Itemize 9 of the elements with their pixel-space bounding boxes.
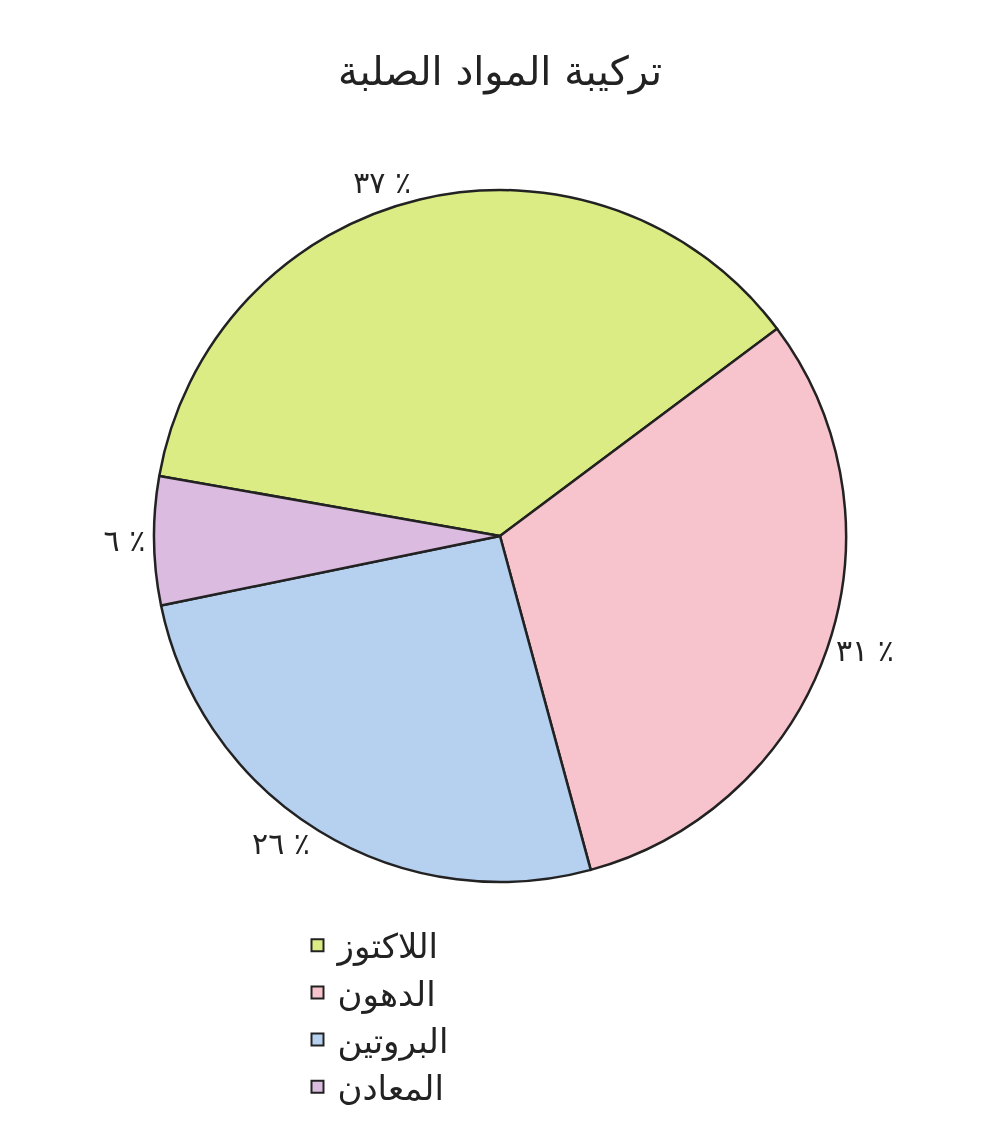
- data-label: ٣١ ٪: [835, 633, 894, 668]
- chart-title: تركيبة المواد الصلبة: [337, 48, 663, 96]
- legend-label: المعادن: [337, 1068, 444, 1109]
- data-label: ٦ ٪: [103, 523, 146, 559]
- legend-label: الدهون: [337, 973, 436, 1015]
- legend-label: البروتين: [337, 1020, 449, 1062]
- data-label: ٣٧ ٪: [353, 165, 412, 201]
- data-label: ٢٦ ٪: [252, 825, 310, 861]
- legend-label: اللاكتوز: [335, 926, 439, 968]
